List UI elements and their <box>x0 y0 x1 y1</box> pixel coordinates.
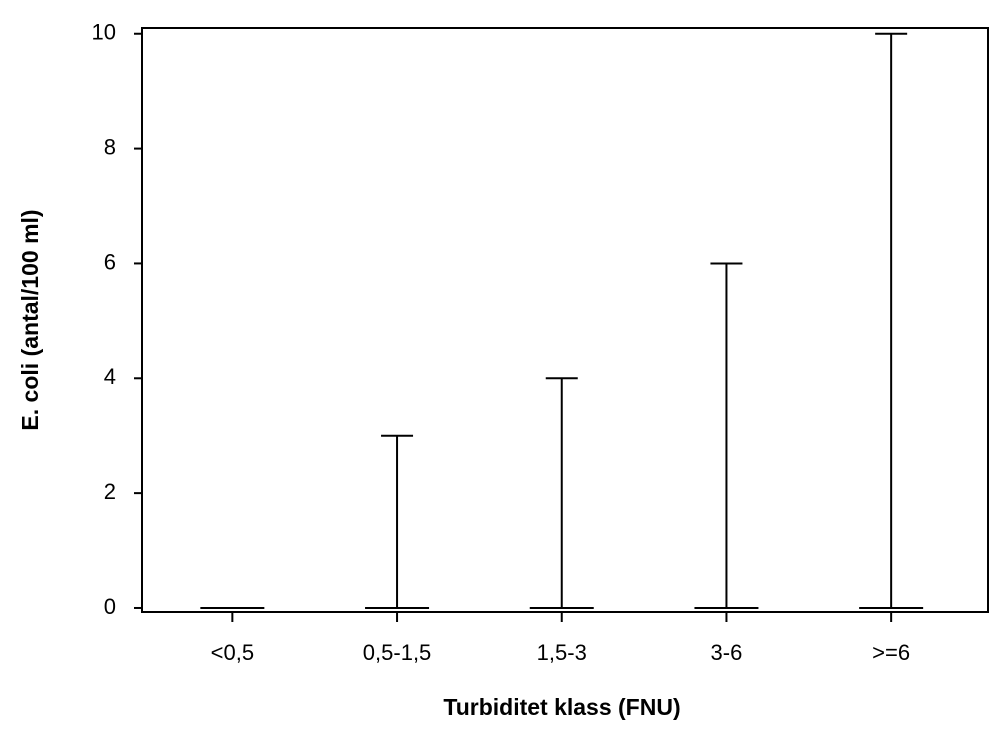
plot-frame <box>141 27 989 613</box>
x-tick-label: 3-6 <box>711 640 743 665</box>
y-tick-label: 10 <box>92 20 116 45</box>
y-tick-label: 8 <box>104 134 116 159</box>
y-tick-label: 4 <box>104 364 116 389</box>
x-tick-label: >=6 <box>872 640 910 665</box>
y-tick-label: 2 <box>104 479 116 504</box>
x-tick-label: 0,5-1,5 <box>363 640 432 665</box>
y-tick-label: 6 <box>104 249 116 274</box>
x-tick-label: 1,5-3 <box>537 640 587 665</box>
y-axis-title: E. coli (antal/100 ml) <box>17 209 43 430</box>
x-tick-label: <0,5 <box>211 640 254 665</box>
x-axis-title: Turbiditet klass (FNU) <box>443 694 680 720</box>
y-tick-label: 0 <box>104 594 116 619</box>
